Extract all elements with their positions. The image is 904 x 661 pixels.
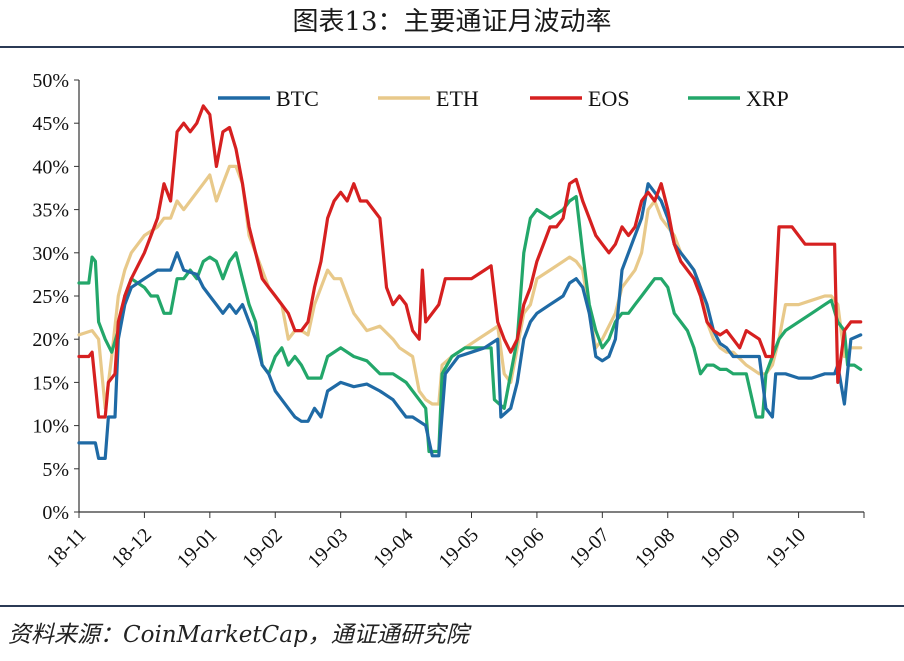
title-divider: [0, 46, 904, 48]
source-note: 资料来源：CoinMarketCap，通证通研究院: [8, 622, 469, 648]
legend: BTC ETH EOS XRP: [218, 86, 789, 111]
x-tick-label: 19-10: [762, 524, 811, 573]
y-tick-label: 50%: [32, 70, 69, 92]
axes: 0% 5% 10% 15% 20% 25% 30% 35% 40% 45% 50% 18-11 18-1…: [32, 70, 865, 573]
chart-title: 图表13：主要通证月波动率: [292, 7, 612, 37]
y-tick-label: 5%: [42, 459, 69, 481]
y-tick-label: 10%: [32, 416, 69, 438]
x-tick-label: 19-03: [304, 524, 353, 573]
series-line-xrp: [77, 195, 863, 454]
x-tick-label: 19-02: [238, 524, 287, 573]
y-tick-label: 35%: [32, 200, 69, 222]
x-tick-label: 18-12: [107, 524, 156, 573]
x-tick-label: 19-09: [696, 524, 745, 573]
x-tick-label: 19-01: [173, 524, 222, 573]
y-tick-label: 30%: [32, 243, 69, 265]
series-lines: [77, 104, 863, 460]
y-tick-label: 0%: [42, 502, 69, 524]
legend-label-btc: BTC: [276, 86, 319, 111]
x-tick-label: 19-05: [434, 524, 483, 573]
series-line-eos: [77, 104, 863, 419]
y-tick-label: 25%: [32, 286, 69, 308]
legend-label-eos: EOS: [588, 86, 630, 111]
x-tick-label: 19-04: [369, 524, 418, 573]
x-tick-label: 18-11: [43, 524, 91, 572]
y-tick-label: 45%: [32, 113, 69, 135]
x-tick-label: 19-07: [565, 524, 614, 573]
legend-label-xrp: XRP: [746, 86, 789, 111]
y-tick-label: 20%: [32, 329, 69, 351]
source-divider: [0, 605, 904, 607]
y-tick-label: 15%: [32, 372, 69, 394]
x-tick-label: 19-06: [500, 524, 549, 573]
series-line-btc: [77, 182, 863, 460]
series-line-eth: [77, 164, 863, 410]
legend-label-eth: ETH: [436, 86, 479, 111]
y-tick-label: 40%: [32, 156, 69, 178]
x-tick-label: 19-08: [631, 524, 680, 573]
